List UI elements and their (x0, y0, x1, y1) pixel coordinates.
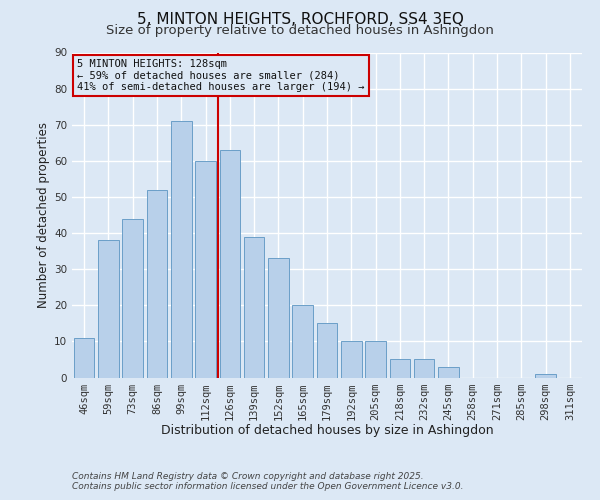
Text: 5, MINTON HEIGHTS, ROCHFORD, SS4 3EQ: 5, MINTON HEIGHTS, ROCHFORD, SS4 3EQ (137, 12, 463, 28)
Bar (74, 338, 94, 378)
Bar (195, 161, 216, 378)
Text: Size of property relative to detached houses in Ashingdon: Size of property relative to detached ho… (106, 24, 494, 37)
Bar (389, 360, 410, 378)
Y-axis label: Number of detached properties: Number of detached properties (37, 122, 50, 308)
Bar (317, 324, 337, 378)
Bar (292, 306, 313, 378)
Bar (220, 150, 240, 378)
Text: Contains HM Land Registry data © Crown copyright and database right 2025.
Contai: Contains HM Land Registry data © Crown c… (72, 472, 464, 491)
Bar (122, 218, 143, 378)
X-axis label: Distribution of detached houses by size in Ashingdon: Distribution of detached houses by size … (161, 424, 493, 437)
Bar (414, 360, 434, 378)
Bar (171, 121, 191, 378)
Bar (341, 342, 362, 378)
Bar (535, 374, 556, 378)
Bar (438, 366, 459, 378)
Bar (365, 342, 386, 378)
Bar (244, 236, 265, 378)
Bar (146, 190, 167, 378)
Bar (268, 258, 289, 378)
Bar (98, 240, 119, 378)
Text: 5 MINTON HEIGHTS: 128sqm
← 59% of detached houses are smaller (284)
41% of semi-: 5 MINTON HEIGHTS: 128sqm ← 59% of detach… (77, 59, 365, 92)
